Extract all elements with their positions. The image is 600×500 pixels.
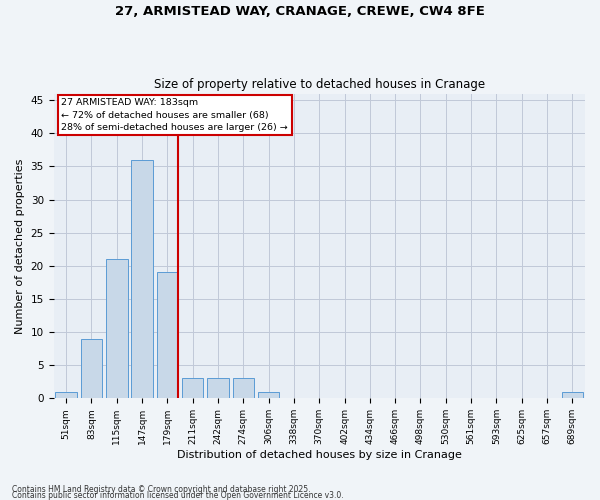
Text: Contains public sector information licensed under the Open Government Licence v3: Contains public sector information licen… [12,490,344,500]
Bar [131,160,153,398]
Bar [182,378,203,398]
Bar [157,272,178,398]
Bar [106,259,128,398]
Bar [562,392,583,398]
Bar [81,338,102,398]
Bar [207,378,229,398]
Bar [233,378,254,398]
X-axis label: Distribution of detached houses by size in Cranage: Distribution of detached houses by size … [177,450,462,460]
Y-axis label: Number of detached properties: Number of detached properties [15,158,25,334]
Bar [258,392,280,398]
Text: Contains HM Land Registry data © Crown copyright and database right 2025.: Contains HM Land Registry data © Crown c… [12,484,311,494]
Title: Size of property relative to detached houses in Cranage: Size of property relative to detached ho… [154,78,485,91]
Text: 27, ARMISTEAD WAY, CRANAGE, CREWE, CW4 8FE: 27, ARMISTEAD WAY, CRANAGE, CREWE, CW4 8… [115,5,485,18]
Bar [55,392,77,398]
Text: 27 ARMISTEAD WAY: 183sqm
← 72% of detached houses are smaller (68)
28% of semi-d: 27 ARMISTEAD WAY: 183sqm ← 72% of detach… [61,98,288,132]
